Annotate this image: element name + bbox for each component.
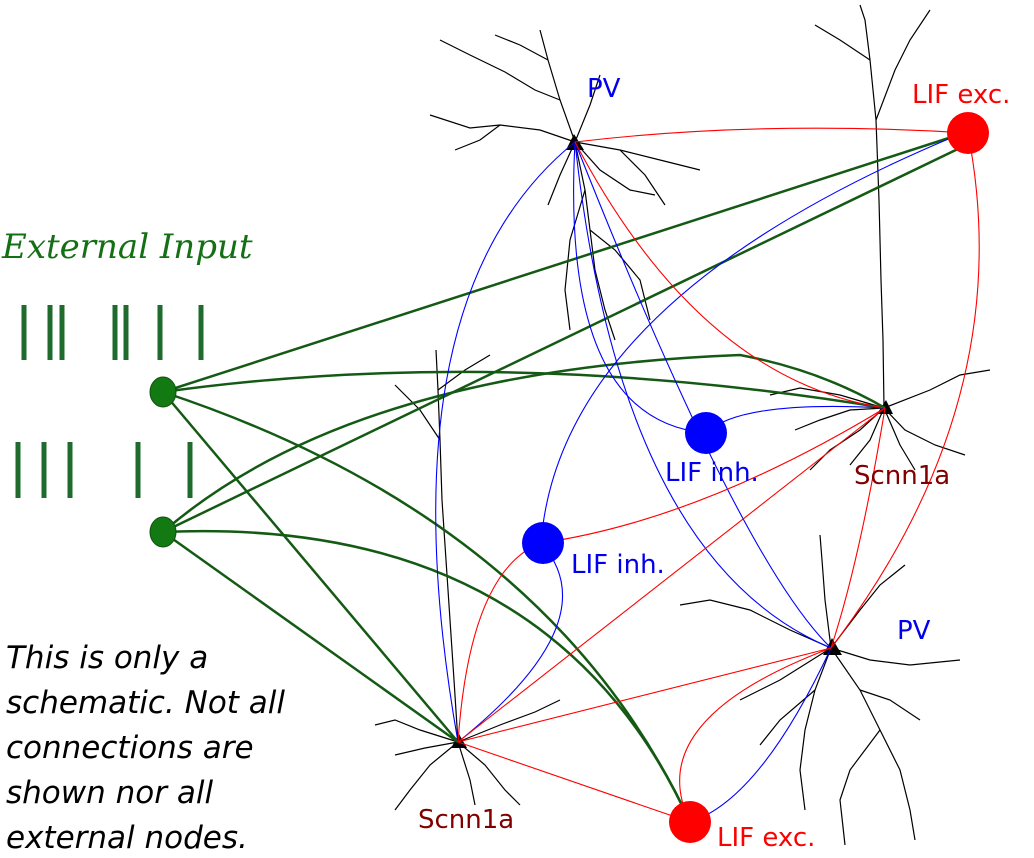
external-connections [162,133,963,823]
pv-bottom-label: PV [897,616,931,646]
pv-top-label: PV [587,74,621,104]
lif-exc-bottom-label: LIF exc. [717,823,815,853]
scnn1a-neuron-bottom-morphology [374,349,561,811]
external-input-title: External Input [1,227,253,267]
inhibitory-connections [435,134,959,823]
lif-exc-node-bottom [669,801,711,843]
lif-exc-top-label: LIF exc. [912,80,1010,110]
spike-train-top [21,305,204,360]
scnn1a-neuron-right-morphology [769,4,991,471]
pv-neuron-top-morphology [429,29,701,341]
external-input-node-top [149,376,177,408]
excitatory-connections [457,127,980,823]
spike-train-bottom [15,442,193,498]
lif-exc-node-top [947,112,989,154]
scnn1a-right-label: Scnn1a [854,461,950,491]
lif-inh-node-center [685,412,727,454]
lif-inh-node-left [522,522,564,564]
external-input-node-bottom [149,516,177,548]
schematic-note: This is only a schematic. Not all connec… [6,640,286,856]
lif-inh-left-label: LIF inh. [571,550,665,580]
scnn1a-bottom-label: Scnn1a [418,805,514,835]
pv-neuron-bottom-morphology [679,534,961,846]
lif-inh-center-label: LIF inh. [665,458,759,488]
spike-train-icon [15,305,204,498]
